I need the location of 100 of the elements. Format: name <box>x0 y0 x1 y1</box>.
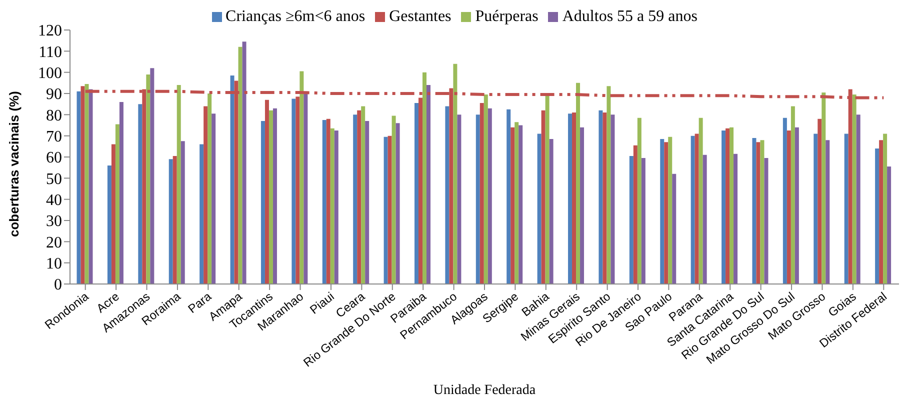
y-tick-label: 20 <box>46 234 62 252</box>
bar <box>204 106 208 284</box>
y-tick-label: 60 <box>46 150 62 167</box>
bar <box>818 118 822 284</box>
bar <box>734 154 738 284</box>
legend-label: Puérperas <box>475 8 538 25</box>
bar <box>875 148 880 284</box>
bar <box>782 118 787 284</box>
y-tick-label: 50 <box>46 170 62 188</box>
bar <box>826 140 830 284</box>
bar <box>629 156 634 284</box>
bar <box>396 123 400 284</box>
bar <box>212 114 216 284</box>
bar <box>786 130 791 284</box>
bar <box>138 104 142 284</box>
bar <box>84 84 89 284</box>
bar <box>107 165 112 284</box>
bar <box>388 136 392 284</box>
bar <box>668 136 672 284</box>
bar <box>760 140 764 284</box>
bar <box>730 127 734 284</box>
y-tick-label: 110 <box>38 44 62 61</box>
bar <box>545 96 550 284</box>
bar <box>268 110 273 284</box>
bar <box>702 154 707 284</box>
bar <box>300 71 304 284</box>
bar <box>598 110 603 284</box>
bar <box>844 134 848 284</box>
bar <box>230 76 234 284</box>
bar <box>790 106 795 284</box>
bar <box>334 130 338 284</box>
bar <box>392 116 396 284</box>
bar <box>510 127 515 284</box>
bar <box>200 144 204 284</box>
bar <box>357 110 362 284</box>
bar <box>208 94 212 284</box>
bar <box>361 106 366 284</box>
bar <box>272 108 277 284</box>
y-tick-label: 0 <box>54 276 62 294</box>
y-tick-label: 90 <box>46 86 62 104</box>
bar <box>610 114 615 284</box>
bar <box>422 72 426 284</box>
bar <box>353 114 358 284</box>
bar <box>426 85 430 284</box>
bar <box>664 142 668 284</box>
bar <box>879 140 884 284</box>
bar <box>694 134 699 284</box>
bar <box>414 103 418 284</box>
bar <box>457 114 462 284</box>
bar <box>722 130 726 284</box>
bar <box>822 92 826 284</box>
bar <box>572 112 576 284</box>
bar <box>698 118 703 284</box>
bar <box>260 121 265 284</box>
bar <box>883 134 888 284</box>
legend-label: Gestantes <box>389 8 452 25</box>
bar <box>794 127 799 284</box>
bar <box>172 156 177 284</box>
bar <box>418 98 422 284</box>
bar <box>180 141 185 284</box>
bar <box>292 98 296 284</box>
bar <box>726 128 730 284</box>
legend-label: Crianças ≥6m<6 anos <box>226 8 366 25</box>
bar <box>814 134 818 284</box>
bar <box>242 42 246 284</box>
bar <box>606 86 611 284</box>
bar <box>637 118 642 284</box>
bar <box>568 114 572 284</box>
bar <box>326 118 330 284</box>
y-tick-label: 80 <box>46 107 62 124</box>
bar <box>176 85 181 284</box>
bar <box>365 121 370 284</box>
bar <box>76 91 81 284</box>
bar <box>88 89 93 284</box>
bar <box>445 106 450 284</box>
bar <box>852 94 856 284</box>
y-tick-label: 120 <box>38 22 62 40</box>
bar <box>537 134 542 284</box>
bar <box>330 128 334 284</box>
bar <box>660 139 664 284</box>
bar <box>764 158 768 284</box>
y-tick-label: 40 <box>46 192 62 210</box>
bar <box>150 68 154 284</box>
legend-label: Adultos 55 a 59 anos <box>562 8 698 25</box>
y-tick-label: 10 <box>46 256 62 273</box>
bar <box>856 114 860 284</box>
bar <box>752 138 756 284</box>
bar <box>146 74 150 284</box>
x-axis-title: Unidade Federada <box>433 383 536 398</box>
bar <box>238 46 242 284</box>
bar <box>488 108 492 284</box>
bar <box>549 139 554 284</box>
bar <box>384 136 388 284</box>
y-tick-label: 30 <box>46 213 62 230</box>
bar <box>304 91 308 284</box>
bar <box>518 125 523 284</box>
bar <box>541 110 546 284</box>
bar <box>576 82 580 284</box>
bar <box>602 112 607 284</box>
y-tick-label: 100 <box>38 65 62 82</box>
